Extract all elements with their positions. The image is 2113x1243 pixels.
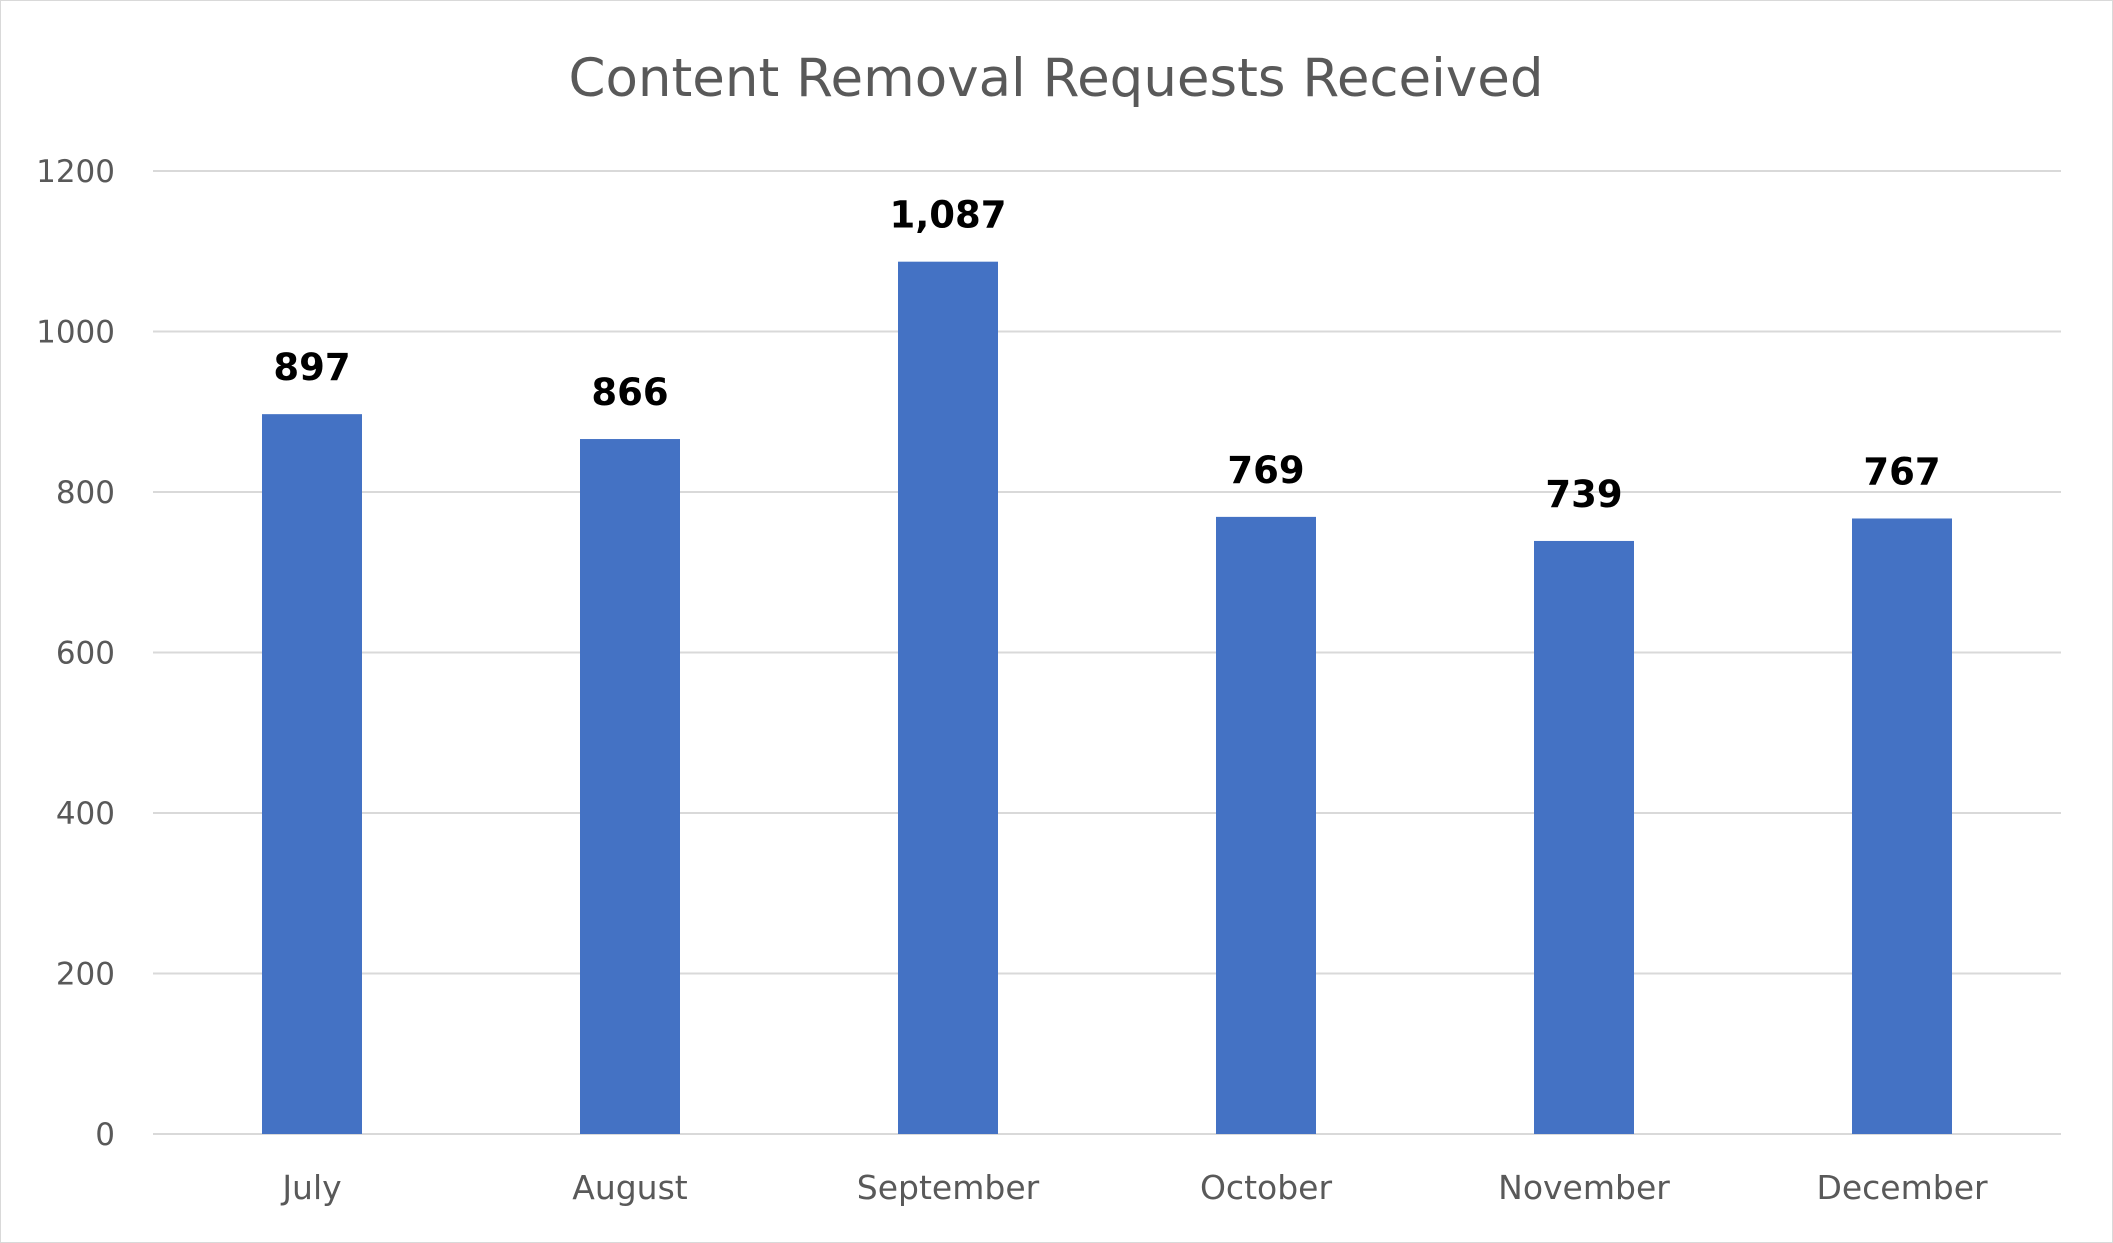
y-tick-1000: 1000: [36, 315, 115, 351]
gridlines: [153, 170, 2061, 1135]
chart-title: Content Removal Requests Received: [568, 48, 1543, 109]
y-tick-800: 800: [56, 475, 115, 511]
data-label-december: 767: [1863, 450, 1940, 493]
bar-december: [1852, 518, 1952, 1134]
x-category-august: August: [572, 1168, 688, 1207]
y-tick-400: 400: [56, 796, 115, 832]
y-tick-0: 0: [95, 1117, 115, 1153]
x-category-november: November: [1498, 1168, 1670, 1207]
x-category-july: July: [280, 1168, 341, 1207]
bars: [262, 261, 1952, 1135]
bar-august: [580, 439, 680, 1134]
y-tick-600: 600: [56, 636, 115, 672]
data-label-october: 769: [1227, 449, 1304, 492]
x-axis-categories: July August September October November Decemb…: [280, 1168, 1988, 1207]
data-label-august: 866: [591, 371, 668, 414]
data-labels: 897 866 1,087 769 739 767: [273, 194, 1940, 516]
bar-october: [1216, 516, 1316, 1134]
x-category-october: October: [1200, 1168, 1332, 1207]
bar-september: [898, 261, 998, 1134]
bar-july: [262, 414, 362, 1135]
x-category-september: September: [857, 1168, 1040, 1207]
y-tick-200: 200: [56, 957, 115, 993]
data-label-september: 1,087: [889, 194, 1006, 237]
y-tick-1200: 1200: [36, 154, 115, 190]
data-label-november: 739: [1545, 473, 1622, 516]
bar-november: [1534, 540, 1634, 1134]
data-label-july: 897: [273, 346, 350, 389]
x-category-december: December: [1816, 1168, 1988, 1207]
y-axis-ticks: 0 200 400 600 800 1000 1200: [36, 154, 115, 1153]
